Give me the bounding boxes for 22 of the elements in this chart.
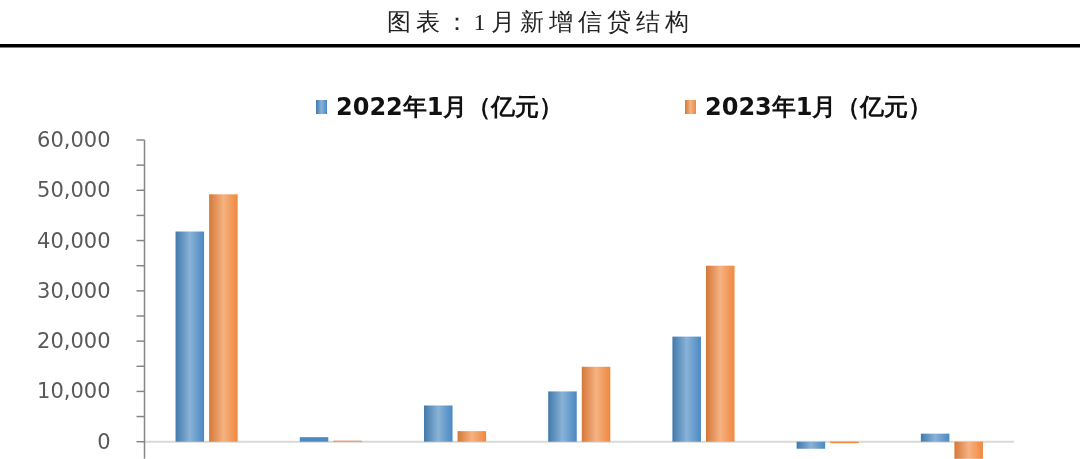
y-tick-label: 10,000 <box>37 379 111 404</box>
y-tick-label: 30,000 <box>37 278 111 303</box>
bar <box>423 405 453 442</box>
y-tick-label: 0 <box>97 429 111 454</box>
y-tick-label: 50,000 <box>37 178 111 203</box>
chart-title: 图表：1月新增信贷结构 <box>386 9 694 35</box>
bar <box>705 265 735 442</box>
legend-label: 2023年1月（亿元） <box>705 93 933 121</box>
bar <box>954 441 983 459</box>
y-tick-label: 60,000 <box>37 128 111 152</box>
legend-label: 2022年1月（亿元） <box>336 93 564 121</box>
bar <box>920 433 950 442</box>
bar <box>175 231 205 442</box>
y-tick-label: 20,000 <box>37 329 111 354</box>
bar <box>548 391 577 442</box>
bar <box>457 431 487 442</box>
bar <box>796 441 826 449</box>
bar <box>672 336 701 442</box>
bar <box>581 366 611 442</box>
bar <box>209 194 238 442</box>
y-tick-label: 40,000 <box>37 228 111 253</box>
bar <box>299 437 329 442</box>
